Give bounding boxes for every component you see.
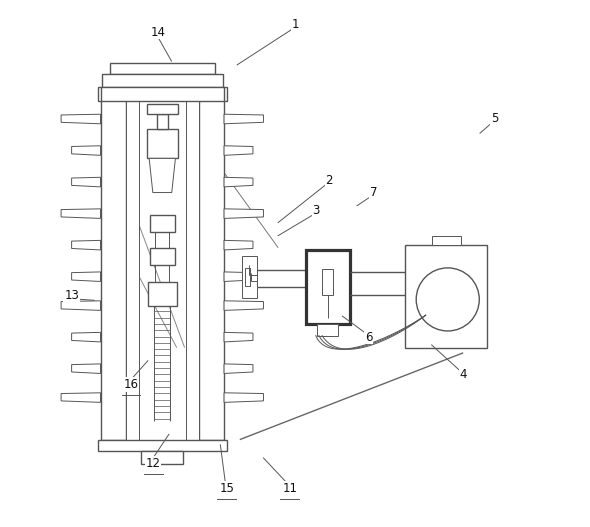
Bar — [186, 87, 199, 440]
Bar — [150, 215, 175, 232]
Text: 11: 11 — [282, 482, 297, 495]
Bar — [432, 236, 461, 245]
Polygon shape — [224, 301, 264, 310]
Bar — [245, 268, 250, 286]
Polygon shape — [224, 393, 264, 403]
Bar — [405, 245, 487, 348]
Text: 12: 12 — [146, 457, 160, 470]
Polygon shape — [61, 301, 100, 310]
Bar — [146, 104, 178, 114]
Polygon shape — [61, 393, 100, 403]
Bar — [306, 250, 350, 324]
Polygon shape — [71, 364, 100, 374]
Circle shape — [416, 268, 479, 331]
Polygon shape — [71, 240, 100, 250]
Bar — [98, 87, 227, 101]
Polygon shape — [149, 159, 175, 192]
Polygon shape — [71, 333, 100, 342]
Text: 3: 3 — [312, 204, 320, 218]
Bar — [156, 114, 168, 130]
Polygon shape — [224, 209, 264, 218]
Bar — [102, 74, 223, 87]
Bar — [98, 440, 227, 451]
Polygon shape — [61, 114, 100, 124]
Text: 14: 14 — [151, 26, 166, 38]
Text: 2: 2 — [326, 174, 333, 187]
Text: 1: 1 — [291, 18, 299, 31]
Polygon shape — [224, 364, 253, 374]
Bar — [323, 269, 333, 295]
Polygon shape — [224, 177, 253, 187]
Bar — [199, 87, 224, 440]
Text: 16: 16 — [123, 378, 139, 391]
Text: 5: 5 — [491, 112, 499, 125]
Bar — [100, 87, 126, 440]
Bar — [147, 130, 178, 159]
Polygon shape — [224, 114, 264, 124]
Bar — [148, 282, 177, 306]
Polygon shape — [61, 209, 100, 218]
Polygon shape — [224, 240, 253, 250]
Polygon shape — [224, 146, 253, 155]
Polygon shape — [71, 272, 100, 281]
Bar — [110, 63, 215, 74]
Bar — [350, 272, 405, 295]
Text: 4: 4 — [460, 368, 467, 382]
Bar — [242, 256, 257, 298]
Polygon shape — [71, 146, 100, 155]
Polygon shape — [224, 333, 253, 342]
Polygon shape — [224, 272, 253, 281]
Bar — [126, 87, 139, 440]
Bar — [317, 324, 338, 336]
Bar — [150, 248, 175, 265]
Polygon shape — [71, 177, 100, 187]
Bar — [141, 451, 183, 464]
Text: 15: 15 — [219, 482, 234, 495]
Text: 7: 7 — [370, 186, 378, 199]
Text: 6: 6 — [365, 330, 372, 344]
Text: 13: 13 — [64, 289, 79, 301]
